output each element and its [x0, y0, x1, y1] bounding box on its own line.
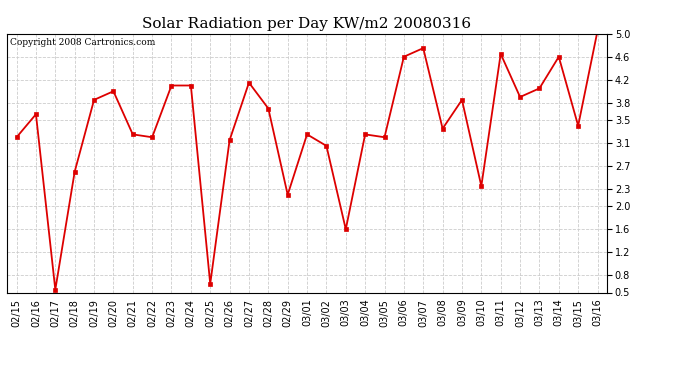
Text: Copyright 2008 Cartronics.com: Copyright 2008 Cartronics.com	[10, 38, 155, 46]
Title: Solar Radiation per Day KW/m2 20080316: Solar Radiation per Day KW/m2 20080316	[143, 17, 471, 31]
